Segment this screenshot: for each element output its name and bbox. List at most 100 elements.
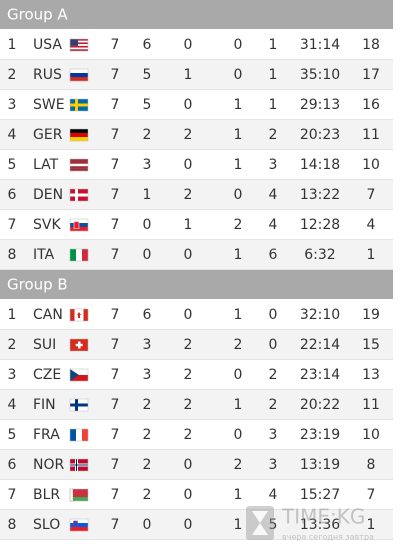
cell: 3 (143, 367, 152, 383)
flag-part (76, 429, 83, 441)
cell: 0 (234, 67, 243, 83)
cell: 19 (362, 307, 380, 323)
cell: 5 (143, 97, 152, 113)
row-bg (0, 360, 393, 390)
cell: 1 (234, 127, 243, 143)
flag-border (69, 458, 89, 472)
cell: 1 (234, 247, 243, 263)
flag-part (74, 309, 80, 321)
flag-part (70, 42, 88, 45)
cell: USA (33, 37, 62, 53)
cell: 17 (362, 67, 380, 83)
flag (69, 458, 89, 472)
cell: 8 (8, 517, 17, 533)
cell: 7 (8, 217, 17, 233)
cell: 1 (234, 97, 243, 113)
cell: CAN (33, 307, 63, 323)
cell: CZE (33, 367, 61, 383)
row-bg (0, 510, 393, 540)
flag-part (73, 221, 80, 229)
cell: 7 (111, 397, 120, 413)
group-header (0, 0, 393, 29)
flag-part (79, 309, 84, 321)
cell: 0 (234, 427, 243, 443)
flag-border (69, 428, 89, 442)
flag-part (75, 343, 83, 347)
cell: 1 (234, 397, 243, 413)
cell: 1 (143, 187, 152, 203)
cell: 7 (367, 187, 376, 203)
flag-border (69, 158, 89, 172)
cell: 0 (184, 487, 193, 503)
cell: 3 (8, 367, 17, 383)
cell: 13:22 (300, 187, 340, 203)
flag-part (70, 161, 88, 164)
row-bg (0, 150, 393, 180)
flag-part (70, 493, 88, 498)
flag-part (70, 73, 88, 78)
cell: 23:19 (300, 427, 340, 443)
cell: 6 (8, 187, 17, 203)
cell: 1 (8, 37, 17, 53)
row-bg (0, 420, 393, 450)
cell: 1 (269, 97, 278, 113)
flag-part (70, 40, 88, 43)
cell: DEN (33, 187, 63, 203)
flag-part (70, 168, 88, 172)
flag-border (69, 308, 89, 322)
flag-part (82, 429, 89, 441)
cell: 5 (8, 427, 17, 443)
cell: 7 (111, 157, 120, 173)
cell: 3 (143, 337, 152, 353)
cell: 4 (367, 217, 376, 233)
cell: 23:14 (300, 367, 340, 383)
flag (69, 338, 89, 352)
flag-border (69, 488, 89, 502)
cell: 20:23 (300, 127, 340, 143)
group-title: Group A (7, 6, 68, 24)
cell: 1 (184, 217, 193, 233)
cell: 1 (367, 517, 376, 533)
cell: SUI (33, 337, 56, 353)
cell: 1 (184, 67, 193, 83)
flag-border (69, 38, 89, 52)
flag-border (69, 218, 89, 232)
flag (69, 308, 89, 322)
flag-part (70, 103, 88, 107)
cell: 0 (269, 307, 278, 323)
flag-part (77, 312, 81, 318)
cell: 6 (143, 307, 152, 323)
cell: 7 (111, 307, 120, 323)
cell: 12:28 (300, 217, 340, 233)
row-bg (0, 480, 393, 510)
cell: 3 (269, 457, 278, 473)
cell: 35:10 (300, 67, 340, 83)
flag-border (69, 128, 89, 142)
cell: 0 (184, 457, 193, 473)
cell: 31:14 (300, 37, 340, 53)
flag-part (70, 464, 88, 466)
cell: 8 (8, 247, 17, 263)
cell: 2 (184, 337, 193, 353)
cell: 4 (8, 127, 17, 143)
cell: 0 (234, 367, 243, 383)
cell: 11 (362, 397, 380, 413)
cell: 6:32 (304, 247, 335, 263)
cell: GER (33, 127, 63, 143)
flag-border (69, 338, 89, 352)
flag-part (70, 137, 88, 142)
cell: 22:14 (300, 337, 340, 353)
flag-part (69, 488, 74, 502)
cell: 2 (234, 217, 243, 233)
cell: 0 (184, 37, 193, 53)
cell: 3 (8, 97, 17, 113)
cell: 0 (269, 337, 278, 353)
flag (69, 158, 89, 172)
cell: 2 (184, 127, 193, 143)
cell: SWE (33, 97, 65, 113)
cell: 0 (184, 517, 193, 533)
cell: 6 (143, 37, 152, 53)
cell: 3 (143, 157, 152, 173)
cell: 6 (8, 457, 17, 473)
